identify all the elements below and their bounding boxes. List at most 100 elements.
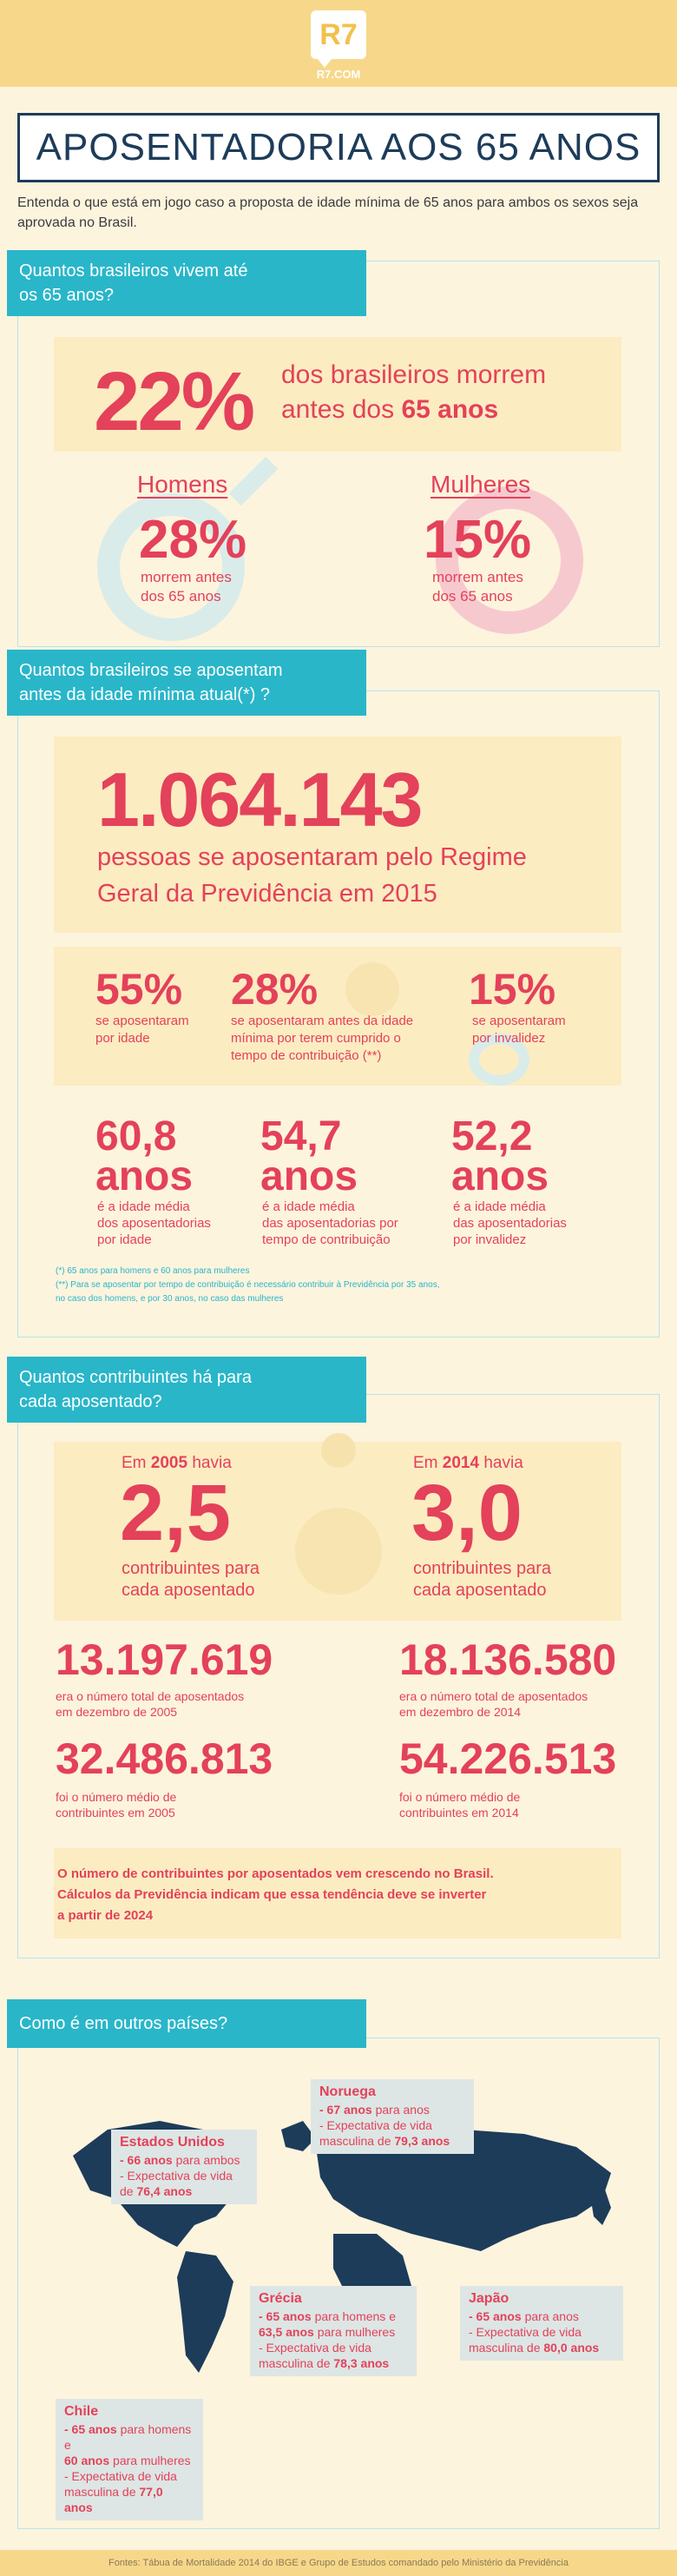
avg-age-text: é a idade média dos aposentadorias por i… <box>97 1199 211 1248</box>
retirees-2014-text-line2: em dezembro de 2014 <box>399 1705 522 1719</box>
japan-line1-bold: - 65 anos <box>469 2309 522 2323</box>
chile-name: Chile <box>64 2404 99 2419</box>
stat-22-text-bold: 65 anos <box>401 395 499 424</box>
avg-contribution-text-line3: tempo de contribuição <box>262 1232 391 1247</box>
coin-small-icon <box>321 1433 356 1468</box>
by-disability-value: 15% <box>469 965 556 1014</box>
country-japan: Japão - 65 anos para anos - Expectativa … <box>460 2286 623 2361</box>
dollar-coin-icon <box>295 1508 382 1595</box>
men-text: morrem antes dos 65 anos <box>141 568 232 606</box>
norway-line2: - Expectativa de vida <box>319 2118 432 2132</box>
avg-disability-number: 52,2 <box>451 1113 533 1159</box>
norway-line1-rest: para anos <box>371 2103 430 2117</box>
avg-disability-value: 52,2 anos <box>451 1113 549 1199</box>
by-contribution-value: 28% <box>231 965 319 1014</box>
logo-mark: R7 <box>311 10 366 68</box>
country-usa: Estados Unidos - 66 anos para ambos - Ex… <box>111 2130 257 2204</box>
total-panel <box>54 736 621 933</box>
ratio-2005-text-line1: contribuintes para <box>122 1559 260 1578</box>
women-text-line2: dos 65 anos <box>432 588 513 604</box>
chile-line2-bold: 60 anos <box>64 2454 110 2467</box>
section2-heading-line1: Quantos brasileiros se aposentam <box>19 661 283 680</box>
retirees-2005-text-line1: era o número total de aposentados <box>56 1689 245 1703</box>
page-title: APOSENTADORIA AOS 65 ANOS <box>17 113 660 182</box>
y2014-year: 2014 <box>442 1454 480 1472</box>
avg-disability-text-line2: das aposentadorias <box>453 1216 567 1231</box>
men-text-line2: dos 65 anos <box>141 588 221 604</box>
summary-panel <box>54 1848 621 1939</box>
country-chile: Chile - 65 anos para homens e 60 anos pa… <box>56 2399 203 2520</box>
footer-sources: Fontes: Tábua de Mortalidade 2014 do IBG… <box>0 2550 677 2576</box>
greece-line3: - Expectativa de vida <box>259 2341 371 2355</box>
japan-name: Japão <box>469 2291 509 2306</box>
by-contribution-text-line1: se aposentaram antes da idade <box>231 1014 414 1028</box>
avg-contribution-text: é a idade média das aposentadorias por t… <box>262 1199 398 1248</box>
retirees-2005-text-line2: em dezembro de 2005 <box>56 1705 178 1719</box>
usa-line1-rest: para ambos <box>172 2153 240 2167</box>
y2014-pre: Em <box>413 1454 443 1472</box>
women-label: Mulheres <box>431 471 531 498</box>
avg-age-number: 60,8 <box>95 1113 177 1159</box>
total-retirements-value: 1.064.143 <box>97 756 423 842</box>
avg-contribution-value: 54,7 anos <box>260 1116 358 1198</box>
section2-heading: Quantos brasileiros se aposentam antes d… <box>7 650 366 716</box>
avg-age-text-line1: é a idade média <box>97 1199 190 1214</box>
by-contribution-text: se aposentaram antes da idade mínima por… <box>231 1013 413 1065</box>
chile-line1-bold: - 65 anos <box>64 2422 117 2436</box>
stat-22-text-line1: dos brasileiros morrem <box>281 360 547 389</box>
contrib-2014-text-line1: foi o número médio de <box>399 1790 521 1804</box>
footnote-1: (*) 65 anos para homens e 60 anos para m… <box>56 1266 250 1276</box>
women-text: morrem antes dos 65 anos <box>432 568 523 606</box>
section3-heading: Quantos contribuintes há para cada apose… <box>7 1357 366 1423</box>
contrib-2014-value: 54.226.513 <box>399 1734 617 1783</box>
men-label: Homens <box>137 471 228 498</box>
summary-text: O número de contribuintes por aposentado… <box>57 1864 628 1926</box>
retirees-2005-text: era o número total de aposentados em dez… <box>56 1688 244 1720</box>
men-value: 28% <box>139 510 247 570</box>
summary-line1: O número de contribuintes por aposentado… <box>57 1866 494 1881</box>
japan-line1-rest: para anos <box>521 2309 579 2323</box>
section1-heading-line1: Quantos brasileiros vivem até <box>19 261 248 281</box>
japan-line3-pre: masculina de <box>469 2341 544 2355</box>
y2005-post: havia <box>187 1454 232 1472</box>
norway-name: Noruega <box>319 2084 376 2099</box>
avg-age-text-line3: por idade <box>97 1232 152 1247</box>
retirees-2014-value: 18.136.580 <box>399 1635 617 1684</box>
total-text-line2: Geral da Previdência em 2015 <box>97 880 437 908</box>
greece-line1-rest: para homens e <box>311 2309 396 2323</box>
r7-logo[interactable]: R7 R7.COM <box>308 10 369 81</box>
total-text-line1: pessoas se aposentaram pelo Regime <box>97 843 527 871</box>
usa-name: Estados Unidos <box>120 2135 225 2150</box>
greece-line2-rest: para mulheres <box>313 2325 396 2339</box>
norway-line3-bold: 79,3 anos <box>394 2134 450 2148</box>
footnotes: (*) 65 anos para homens e 60 anos para m… <box>56 1265 646 1306</box>
usa-line1-bold: - 66 anos <box>120 2153 173 2167</box>
by-age-text-line1: se aposentaram <box>95 1014 189 1028</box>
women-text-line1: morrem antes <box>432 569 523 585</box>
intro-text: Entenda o que está em jogo caso a propos… <box>17 195 639 230</box>
chile-line3: - Expectativa de vida <box>64 2469 177 2483</box>
by-age-text-line2: por idade <box>95 1031 150 1046</box>
avg-age-unit: anos <box>95 1153 194 1199</box>
y2014-post: havia <box>479 1454 523 1472</box>
by-disability-text-line2: por invalidez <box>472 1031 546 1046</box>
section1-heading-line2: os 65 anos? <box>19 286 114 305</box>
retirees-2014-text-line1: era o número total de aposentados <box>399 1689 588 1703</box>
section4-heading: Como é em outros países? <box>7 1999 366 2048</box>
contrib-2005-text: foi o número médio de contribuintes em 2… <box>56 1789 176 1820</box>
greece-line4-bold: 78,3 anos <box>333 2356 390 2370</box>
chile-line1-rest: para homens e <box>64 2422 192 2452</box>
avg-disability-unit: anos <box>451 1153 549 1199</box>
japan-line2: - Expectativa de vida <box>469 2325 582 2339</box>
avg-disability-text-line3: por invalidez <box>453 1232 527 1247</box>
japan-line3-bold: 80,0 anos <box>543 2341 600 2355</box>
ratio-2005-value: 2,5 <box>120 1469 231 1557</box>
contrib-2005-text-line1: foi o número médio de <box>56 1790 177 1804</box>
summary-line3: a partir de 2024 <box>57 1908 154 1923</box>
country-greece: Grécia - 65 anos para homens e 63,5 anos… <box>250 2286 417 2376</box>
usa-line3-bold: 76,4 anos <box>136 2184 193 2198</box>
retirees-2005-value: 13.197.619 <box>56 1635 273 1684</box>
stat-panel-22 <box>54 337 621 452</box>
chile-line2-rest: para mulheres <box>109 2454 191 2467</box>
ratio-2014-text: contribuintes para cada aposentado <box>413 1558 551 1602</box>
